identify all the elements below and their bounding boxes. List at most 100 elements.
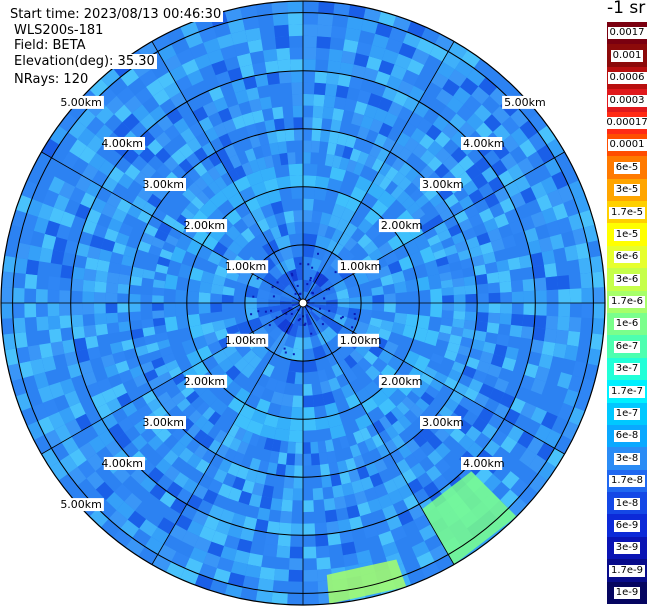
field-cell	[427, 140, 443, 157]
field-label: Field: BETA	[12, 38, 88, 53]
field-cell	[60, 211, 76, 228]
field-cell	[163, 303, 176, 318]
field-cell	[390, 142, 405, 157]
field-cell	[434, 427, 450, 443]
field-cell	[364, 154, 377, 169]
field-cell	[463, 275, 477, 286]
field-cell	[86, 453, 105, 472]
field-cell	[423, 481, 440, 498]
field-cell	[216, 557, 234, 573]
field-cell	[130, 266, 144, 278]
field-cell	[326, 72, 340, 85]
field-cell	[59, 454, 78, 474]
field-cell	[193, 162, 208, 177]
field-cell	[223, 447, 237, 463]
field-cell	[353, 53, 370, 68]
field-cell	[290, 348, 303, 362]
colorbar-bin: 1e-9	[607, 581, 647, 605]
colorbar-bin: 1.7e-7	[607, 380, 647, 404]
field-cell	[406, 58, 425, 76]
field-cell	[564, 245, 579, 262]
field-cell	[248, 98, 262, 113]
field-cell	[566, 330, 581, 347]
field-cell	[284, 464, 295, 477]
field-cell	[199, 281, 213, 294]
field-cell	[270, 200, 284, 215]
field-cell	[186, 152, 201, 168]
field-cell	[117, 312, 130, 323]
field-cell	[198, 292, 211, 303]
field-cell	[269, 225, 282, 240]
field-cell	[383, 250, 399, 266]
field-cell	[107, 218, 123, 233]
field-cell	[499, 281, 512, 293]
centre-speckle	[250, 313, 253, 316]
field-cell	[369, 118, 384, 134]
field-cell	[441, 310, 454, 319]
field-cell	[118, 369, 134, 384]
field-cell	[530, 406, 548, 425]
field-cell	[546, 220, 562, 237]
centre-speckle	[317, 252, 319, 255]
field-cell	[121, 254, 135, 267]
field-cell	[82, 371, 97, 387]
field-cell	[420, 391, 435, 406]
field-cell	[505, 346, 519, 361]
field-cell	[251, 409, 268, 425]
field-cell	[155, 458, 172, 475]
field-cell	[406, 202, 421, 216]
field-cell	[348, 75, 364, 90]
field-cell	[330, 25, 347, 40]
field-cell	[246, 419, 264, 436]
field-cell	[227, 168, 240, 183]
field-cell	[152, 554, 172, 573]
field-cell	[425, 124, 442, 141]
field-cell	[510, 478, 529, 498]
azimuth-spoke-210	[151, 302, 304, 565]
field-cell	[165, 359, 179, 372]
field-cell	[118, 321, 131, 333]
field-cell	[483, 114, 502, 132]
field-cell	[519, 120, 538, 140]
field-cell	[85, 257, 99, 271]
field-cell	[382, 86, 398, 102]
field-cell	[377, 328, 392, 341]
ppi-plot: 5.00km4.00km3.00km2.00km1.00km5.00km4.00…	[0, 0, 606, 606]
field-cell	[324, 509, 338, 523]
field-cell	[311, 129, 322, 142]
field-cell	[203, 331, 219, 346]
field-cell	[275, 36, 290, 49]
field-cell	[139, 475, 157, 493]
centre-speckle	[290, 312, 293, 315]
field-cell	[369, 472, 384, 488]
field-cell	[105, 491, 125, 511]
field-cell	[327, 532, 342, 546]
centre-speckle	[275, 316, 278, 319]
field-cell	[303, 523, 316, 536]
field-cell	[462, 180, 479, 196]
range-label: 3.00km	[142, 178, 186, 191]
field-cell	[391, 420, 406, 435]
field-cell	[349, 349, 364, 364]
field-cell	[11, 209, 27, 228]
field-cell	[309, 310, 321, 322]
field-cell	[151, 357, 166, 370]
field-cell	[71, 278, 84, 292]
field-cell	[225, 209, 242, 226]
field-cell	[278, 405, 293, 419]
field-cell	[316, 36, 331, 49]
field-cell	[33, 216, 49, 234]
field-cell	[230, 30, 248, 45]
field-cell	[113, 466, 131, 484]
field-cell	[546, 138, 565, 158]
field-cell	[326, 450, 337, 464]
field-cell	[481, 166, 498, 183]
field-cell	[510, 313, 524, 327]
field-cell	[263, 437, 274, 451]
field-cell	[48, 176, 65, 195]
field-cell	[514, 175, 531, 193]
field-cell	[13, 317, 26, 334]
field-cell	[498, 270, 511, 283]
field-cell	[363, 350, 379, 366]
field-cell	[312, 117, 323, 130]
